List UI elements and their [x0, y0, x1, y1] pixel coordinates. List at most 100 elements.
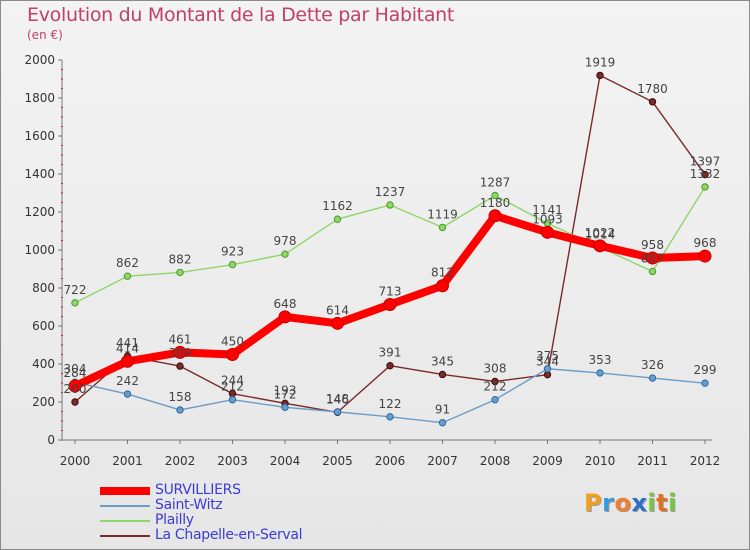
- data-label: 414: [116, 341, 139, 355]
- logo-letter: i: [647, 489, 657, 517]
- data-label: 308: [484, 361, 507, 375]
- data-point-1: [491, 396, 499, 404]
- y-tick-label: 200: [32, 395, 55, 409]
- data-label: 172: [274, 387, 297, 401]
- data-label: 304: [64, 362, 87, 376]
- data-label: 1237: [375, 185, 406, 199]
- data-label: 1014: [585, 227, 616, 241]
- data-point-0: [226, 348, 239, 361]
- logo-letter: r: [602, 489, 615, 517]
- data-point-3: [438, 370, 447, 379]
- data-label: 242: [116, 374, 139, 388]
- logo-letter: i: [668, 489, 677, 517]
- y-tick-label: 1200: [24, 205, 55, 219]
- legend-label: La Chapelle-en-Serval: [155, 527, 303, 543]
- y-tick-label: 1400: [24, 167, 55, 181]
- data-label: 648: [274, 297, 297, 311]
- data-label: 148: [326, 392, 349, 406]
- legend-swatch: [100, 520, 150, 522]
- data-point-1: [648, 374, 657, 382]
- data-point-2: [491, 191, 499, 200]
- y-tick-label: 800: [32, 281, 55, 295]
- legend-item: SURVILLIERS: [100, 482, 400, 499]
- x-tick-label: 2000: [60, 454, 91, 468]
- data-point-3: [491, 377, 499, 386]
- legend-swatch: [100, 505, 150, 507]
- data-point-2: [333, 215, 342, 223]
- data-point-1: [438, 419, 447, 427]
- logo-letter: x: [631, 489, 648, 517]
- data-point-0: [278, 310, 292, 324]
- y-tick-label: 1000: [24, 243, 55, 257]
- data-point-0: [698, 249, 712, 263]
- data-point-1: [386, 413, 394, 421]
- data-label: 1287: [480, 175, 511, 189]
- data-label: 968: [694, 236, 717, 250]
- x-tick-label: 2012: [690, 454, 721, 468]
- x-tick-label: 2011: [637, 454, 668, 468]
- data-point-0: [541, 225, 554, 239]
- data-label: 345: [431, 354, 454, 368]
- logo-letter: P: [584, 489, 603, 517]
- data-label: 1180: [480, 196, 511, 210]
- x-tick-label: 2003: [217, 454, 248, 468]
- logo-letter: t: [656, 489, 669, 517]
- y-tick-label: 400: [32, 357, 55, 371]
- data-label: 91: [435, 403, 450, 417]
- chart-subtitle: (en €): [27, 28, 63, 42]
- data-label: 1332: [690, 167, 721, 181]
- data-point-2: [701, 183, 709, 191]
- y-tick-label: 1800: [24, 91, 55, 105]
- data-point-1: [176, 406, 184, 414]
- data-point-2: [648, 267, 657, 276]
- x-tick-label: 2004: [270, 454, 301, 468]
- legend-item: Saint-Witz: [100, 497, 400, 514]
- data-label: 122: [379, 397, 402, 411]
- data-label: 1397: [690, 155, 721, 169]
- y-tick-label: 1600: [24, 129, 55, 143]
- data-label: 722: [64, 283, 87, 297]
- data-label: 146: [326, 392, 349, 406]
- data-label: 614: [326, 303, 349, 317]
- data-label: 923: [221, 245, 244, 259]
- data-point-3: [71, 398, 79, 406]
- data-label: 812: [431, 266, 454, 280]
- data-point-1: [228, 396, 237, 404]
- data-label: 450: [221, 335, 244, 349]
- data-label: 1162: [322, 199, 353, 213]
- data-point-3: [648, 98, 657, 106]
- legend-swatch: [100, 487, 150, 495]
- data-label: 212: [221, 380, 244, 394]
- legend-item: La Chapelle-en-Serval: [100, 527, 400, 544]
- data-label: 1141: [532, 203, 563, 217]
- chart-legend: SURVILLIERS Saint-Witz Plailly La Chapelle-…: [100, 482, 400, 544]
- data-point-3: [386, 362, 394, 370]
- data-point-0: [331, 316, 344, 330]
- data-point-1: [123, 390, 132, 398]
- data-label: 1022: [585, 226, 616, 240]
- x-tick-label: 2002: [165, 454, 196, 468]
- x-tick-label: 2006: [375, 454, 406, 468]
- x-tick-label: 2009: [532, 454, 563, 468]
- data-label: 882: [169, 252, 192, 266]
- data-label: 284: [64, 366, 87, 380]
- data-point-2: [71, 299, 79, 307]
- x-tick-label: 2005: [322, 454, 353, 468]
- data-point-0: [383, 298, 397, 312]
- data-label: 344: [536, 355, 559, 369]
- data-label: 200: [64, 382, 87, 396]
- data-point-1: [543, 365, 552, 373]
- x-tick-label: 2001: [112, 454, 143, 468]
- data-label: 1780: [637, 82, 668, 96]
- data-point-0: [488, 209, 502, 223]
- y-tick-label: 0: [47, 433, 55, 447]
- data-point-2: [176, 268, 184, 277]
- proxiti-logo: Proxiti: [584, 489, 677, 517]
- data-point-1: [333, 408, 342, 416]
- data-label: 1119: [427, 207, 458, 221]
- data-label: 887: [641, 251, 664, 265]
- data-point-1: [281, 403, 289, 412]
- legend-swatch: [100, 535, 150, 537]
- data-label: 158: [169, 390, 192, 404]
